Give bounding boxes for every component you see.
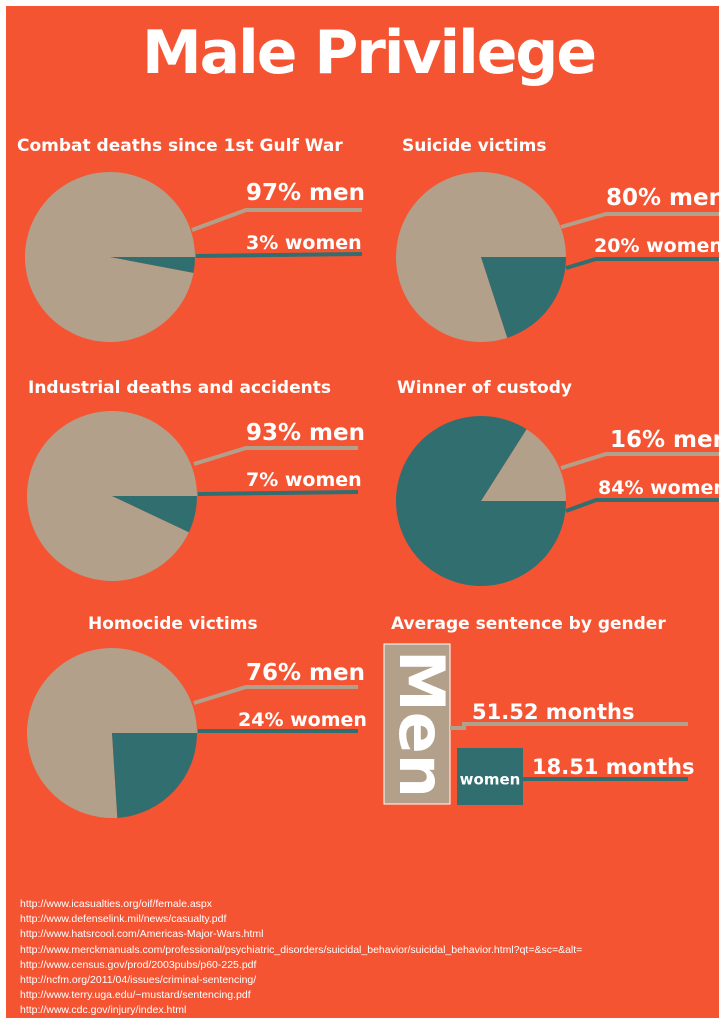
pie-combat-slice-women — [110, 257, 195, 273]
pie-suicide-women-leader — [565, 257, 719, 270]
chart-title-sentence: Average sentence by gender — [391, 614, 666, 634]
source-url: http://ncfm.org/2011/04/issues/criminal-… — [20, 974, 257, 987]
source-url: http://www.hatsrcool.com/Americas-Major-… — [20, 928, 264, 941]
pie-homicide-men-leader — [193, 685, 358, 705]
pie-industrial-slice-women — [112, 496, 197, 533]
bar-men-leader — [450, 722, 688, 730]
source-url: http://www.cdc.gov/injury/index.html — [20, 1004, 187, 1017]
bar-men-value-label: 51.52 months — [472, 700, 634, 724]
pie-homicide-men-label: 76% men — [246, 660, 365, 686]
chart-title-suicide: Suicide victims — [402, 136, 547, 156]
chart-title-combat: Combat deaths since 1st Gulf War — [17, 136, 343, 156]
chart-title-custody: Winner of custody — [397, 378, 572, 398]
pie-suicide-slice-men — [396, 172, 566, 343]
pie-combat-women-leader — [195, 252, 363, 258]
pie-combat-men-label: 97% men — [246, 180, 365, 206]
source-url: http://www.terry.uga.edu/~mustard/senten… — [20, 989, 251, 1002]
chart-title-homicide: Homocide victims — [88, 614, 258, 634]
pie-industrial-women-leader — [197, 490, 359, 496]
source-url: http://www.census.gov/prod/2003pubs/p60-… — [20, 958, 257, 971]
chart-title-industrial: Industrial deaths and accidents — [28, 378, 331, 398]
pie-custody-men-label: 16% men — [610, 427, 719, 453]
pie-custody-women-label: 84% women — [598, 477, 719, 499]
pie-combat-men-leader — [191, 208, 362, 232]
pie-homicide-slice-women — [112, 733, 197, 818]
pie-homicide-women-label: 24% women — [238, 709, 367, 731]
source-url: http://www.merckmanuals.com/professional… — [20, 943, 583, 956]
pie-custody-slice-men — [481, 429, 566, 501]
source-url: http://www.defenselink.mil/news/casualty… — [20, 913, 227, 926]
pie-suicide-men-leader — [560, 212, 719, 229]
pie-suicide-women-label: 20% women — [594, 235, 719, 257]
sources-list: http://www.icasualties.org/oif/female.as… — [20, 897, 582, 1018]
pie-suicide-men-label: 80% men — [606, 185, 719, 211]
bar-women-category-label: women — [460, 771, 521, 789]
pie-custody-women-leader — [565, 498, 719, 513]
charts-canvas: 97% men 3% women 80% men 20% women 93% men 7%… — [24, 172, 719, 819]
pie-industrial-men-leader — [193, 446, 358, 466]
pie-custody-slice-women — [395, 415, 566, 586]
pie-homicide-slice-men — [27, 648, 198, 819]
bar-women-value-label: 18.51 months — [532, 755, 694, 779]
source-url: http://www.icasualties.org/oif/female.as… — [20, 898, 213, 910]
bar-women — [457, 748, 523, 805]
bar-men-category-label: Men — [385, 650, 458, 798]
pie-industrial-women-label: 7% women — [246, 469, 362, 491]
pie-industrial-slice-men — [27, 410, 198, 581]
bar-men-outline — [383, 643, 451, 805]
pie-suicide-slice-women — [481, 257, 566, 338]
poster-title: Male Privilege — [141, 18, 597, 88]
pie-custody-men-leader — [560, 452, 719, 470]
pie-industrial-men-label: 93% men — [246, 420, 365, 446]
poster: Male Privilege Combat deaths since 1st G… — [6, 6, 719, 1018]
pie-combat-slice-men — [24, 172, 195, 343]
pie-combat-women-label: 3% women — [246, 232, 362, 254]
bar-men — [384, 644, 450, 804]
